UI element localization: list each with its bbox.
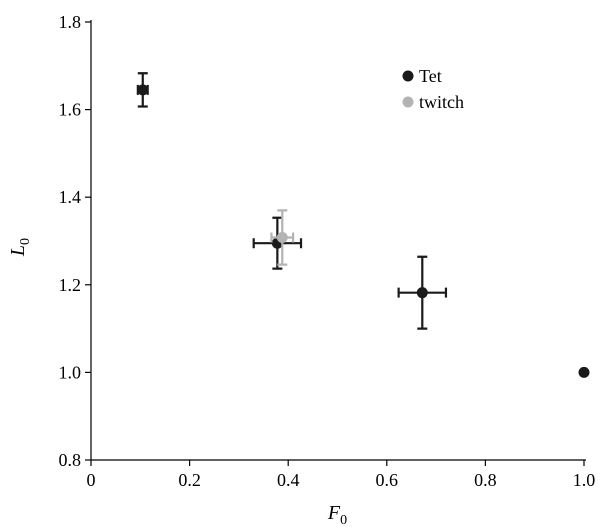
data-point xyxy=(578,366,590,378)
y-tick-label: 0.8 xyxy=(59,450,82,470)
y-axis-title-main: L xyxy=(7,245,29,257)
x-tick-label: 0 xyxy=(87,470,96,490)
legend-marker-tet xyxy=(402,70,414,82)
y-axis-title-subscript: 0 xyxy=(18,238,33,245)
y-tick-label: 1.8 xyxy=(59,12,82,32)
legend-label-tet: Tet xyxy=(419,66,442,86)
y-axis-ticks: 0.8 1.0 1.2 1.4 1.6 1.8 xyxy=(59,12,91,470)
y-tick-label: 1.6 xyxy=(59,100,82,120)
series-tet xyxy=(136,72,590,378)
x-axis-title-subscript: 0 xyxy=(340,513,347,528)
series-layer xyxy=(136,72,590,378)
series-twitch xyxy=(270,209,295,266)
legend-item-twitch: twitch xyxy=(402,92,464,112)
y-tick-label: 1.0 xyxy=(59,362,82,382)
y-axis-title: L0 xyxy=(7,238,33,257)
legend-marker-twitch xyxy=(402,96,414,108)
data-point xyxy=(276,231,288,243)
x-axis-ticks: 0 0.2 0.4 0.6 0.8 1.0 xyxy=(87,460,596,490)
data-point xyxy=(137,84,149,96)
x-tick-label: 1.0 xyxy=(573,470,596,490)
legend-label-twitch: twitch xyxy=(419,92,464,112)
x-tick-label: 0.6 xyxy=(376,470,399,490)
axes xyxy=(90,20,586,461)
data-point xyxy=(416,287,428,299)
x-tick-label: 0.4 xyxy=(277,470,300,490)
x-axis-title-main: F xyxy=(327,502,341,524)
legend-item-tet: Tet xyxy=(402,66,442,86)
x-tick-label: 0.8 xyxy=(474,470,497,490)
legend: Tet twitch xyxy=(402,66,464,112)
y-tick-label: 1.2 xyxy=(59,275,82,295)
x-axis-title: F0 xyxy=(327,502,347,528)
x-tick-label: 0.2 xyxy=(178,470,201,490)
y-tick-label: 1.4 xyxy=(59,187,82,207)
